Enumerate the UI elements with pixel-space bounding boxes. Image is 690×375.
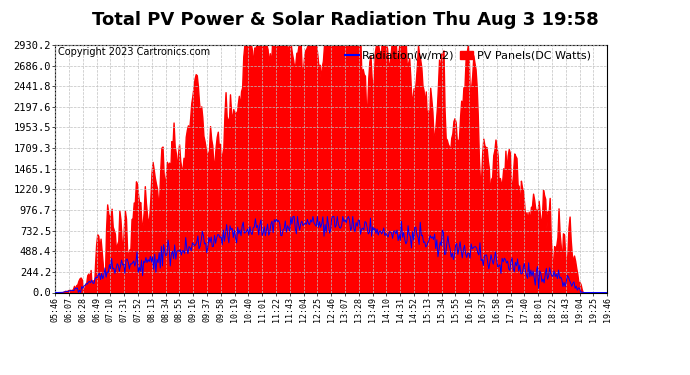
Legend: Radiation(w/m2), PV Panels(DC Watts): Radiation(w/m2), PV Panels(DC Watts) (345, 51, 591, 60)
Text: Total PV Power & Solar Radiation Thu Aug 3 19:58: Total PV Power & Solar Radiation Thu Aug… (92, 11, 598, 29)
Text: Copyright 2023 Cartronics.com: Copyright 2023 Cartronics.com (58, 48, 210, 57)
